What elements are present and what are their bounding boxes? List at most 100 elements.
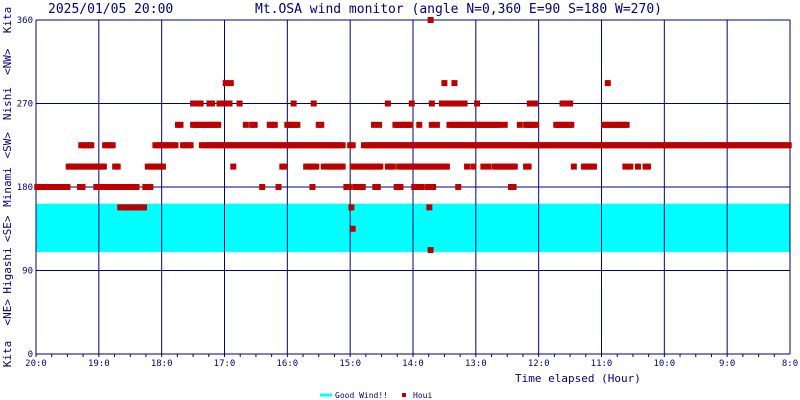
houi-point bbox=[271, 121, 278, 128]
houi-point bbox=[349, 142, 356, 149]
legend-good-label: Good Wind!! bbox=[335, 391, 388, 400]
y-tick-label: 90 bbox=[22, 267, 33, 277]
houi-point bbox=[320, 163, 327, 170]
houi-point bbox=[177, 121, 184, 128]
y-direction-label: Kita bbox=[1, 7, 14, 34]
houi-point bbox=[433, 121, 440, 128]
houi-point bbox=[480, 163, 487, 170]
houi-point bbox=[133, 184, 140, 190]
houi-point bbox=[430, 184, 437, 190]
houi-point bbox=[496, 121, 503, 128]
x-tick-label: 13:0 bbox=[465, 359, 487, 369]
houi-point bbox=[438, 100, 445, 107]
houi-point bbox=[474, 100, 481, 107]
houi-point bbox=[427, 17, 434, 23]
houi-point bbox=[187, 142, 194, 149]
chart-title: Mt.OSA wind monitor (angle N=0,360 E=90 … bbox=[255, 2, 662, 17]
houi-point bbox=[318, 121, 325, 128]
houi-point bbox=[464, 163, 471, 170]
houi-point bbox=[215, 121, 222, 128]
houi-point bbox=[221, 100, 228, 107]
houi-point bbox=[230, 163, 237, 170]
x-tick-label: 15:0 bbox=[339, 359, 361, 369]
houi-point bbox=[461, 100, 468, 107]
houi-point bbox=[109, 142, 116, 149]
houi-point bbox=[310, 100, 317, 107]
houi-point bbox=[208, 100, 215, 107]
houi-point bbox=[359, 184, 366, 190]
x-tick-label: 14:0 bbox=[402, 359, 424, 369]
houi-point bbox=[516, 121, 523, 128]
houi-point bbox=[290, 100, 297, 107]
houi-point bbox=[511, 163, 518, 170]
houi-point bbox=[451, 80, 458, 87]
y-direction-labels: Kita <NE> Higashi <SE> Minami <SW> Nishi <NW> Ki… bbox=[1, 7, 14, 368]
houi-point bbox=[470, 163, 477, 170]
houi-point bbox=[114, 163, 121, 170]
houi-point bbox=[604, 80, 611, 87]
y-direction-label: <SW> bbox=[1, 132, 14, 159]
y-direction-label: Nishi bbox=[1, 87, 14, 120]
houi-point bbox=[222, 80, 229, 87]
y-tick-label: 0 bbox=[28, 350, 33, 360]
houi-point bbox=[281, 163, 288, 170]
legend-houi-swatch bbox=[402, 393, 406, 397]
houi-point bbox=[236, 100, 243, 107]
houi-point bbox=[448, 100, 455, 107]
timestamp: 2025/01/05 20:00 bbox=[48, 2, 173, 17]
x-tick-label: 18:0 bbox=[151, 359, 173, 369]
x-tick-label: 11:0 bbox=[591, 359, 613, 369]
y-direction-label: <SE> bbox=[1, 215, 14, 242]
legend-houi-label: Houi bbox=[413, 391, 432, 400]
houi-point bbox=[242, 121, 249, 128]
houi-point bbox=[531, 100, 538, 107]
houi-point bbox=[570, 163, 577, 170]
houi-point bbox=[227, 80, 234, 87]
houi-point bbox=[428, 100, 435, 107]
chart-grid bbox=[35, 19, 791, 357]
y-direction-label: Kita bbox=[1, 341, 14, 368]
houi-point bbox=[785, 142, 792, 149]
x-tick-label: 10:0 bbox=[653, 359, 675, 369]
houi-point bbox=[466, 121, 473, 128]
houi-point bbox=[251, 121, 258, 128]
houi-point bbox=[374, 184, 381, 190]
houi-point bbox=[345, 184, 352, 190]
y-direction-label: <NE> bbox=[1, 299, 14, 326]
houi-point bbox=[501, 121, 508, 128]
houi-point bbox=[428, 121, 435, 128]
houi-point bbox=[443, 163, 450, 170]
houi-point bbox=[376, 121, 383, 128]
y-tick-label: 180 bbox=[17, 183, 33, 193]
houi-point bbox=[294, 121, 301, 128]
legend: Good Wind!! Houi bbox=[320, 391, 432, 400]
houi-point bbox=[397, 184, 404, 190]
x-tick-label: 8:0 bbox=[782, 359, 798, 369]
houi-point bbox=[568, 121, 575, 128]
houi-point bbox=[426, 204, 433, 211]
houi-point bbox=[349, 225, 356, 232]
houi-point bbox=[313, 163, 320, 170]
y-direction-label: Higashi bbox=[1, 247, 14, 293]
x-tick-label: 16:0 bbox=[276, 359, 298, 369]
houi-point bbox=[389, 163, 396, 170]
houi-point bbox=[88, 142, 95, 149]
houi-point bbox=[259, 184, 266, 190]
houi-point bbox=[339, 142, 346, 149]
houi-point bbox=[79, 184, 86, 190]
houi-point bbox=[147, 184, 154, 190]
houi-point bbox=[159, 163, 166, 170]
houi-point bbox=[100, 163, 107, 170]
houi-point bbox=[627, 163, 634, 170]
y-direction-label: Minami bbox=[1, 167, 14, 207]
houi-point bbox=[407, 121, 414, 128]
houi-point bbox=[485, 163, 492, 170]
houi-point bbox=[141, 204, 148, 211]
houi-point bbox=[309, 184, 316, 190]
houi-point bbox=[455, 184, 462, 190]
houi-point bbox=[384, 100, 391, 107]
houi-point bbox=[622, 163, 629, 170]
houi-point bbox=[644, 163, 651, 170]
houi-point bbox=[510, 184, 517, 190]
x-tick-label: 9:0 bbox=[719, 359, 735, 369]
